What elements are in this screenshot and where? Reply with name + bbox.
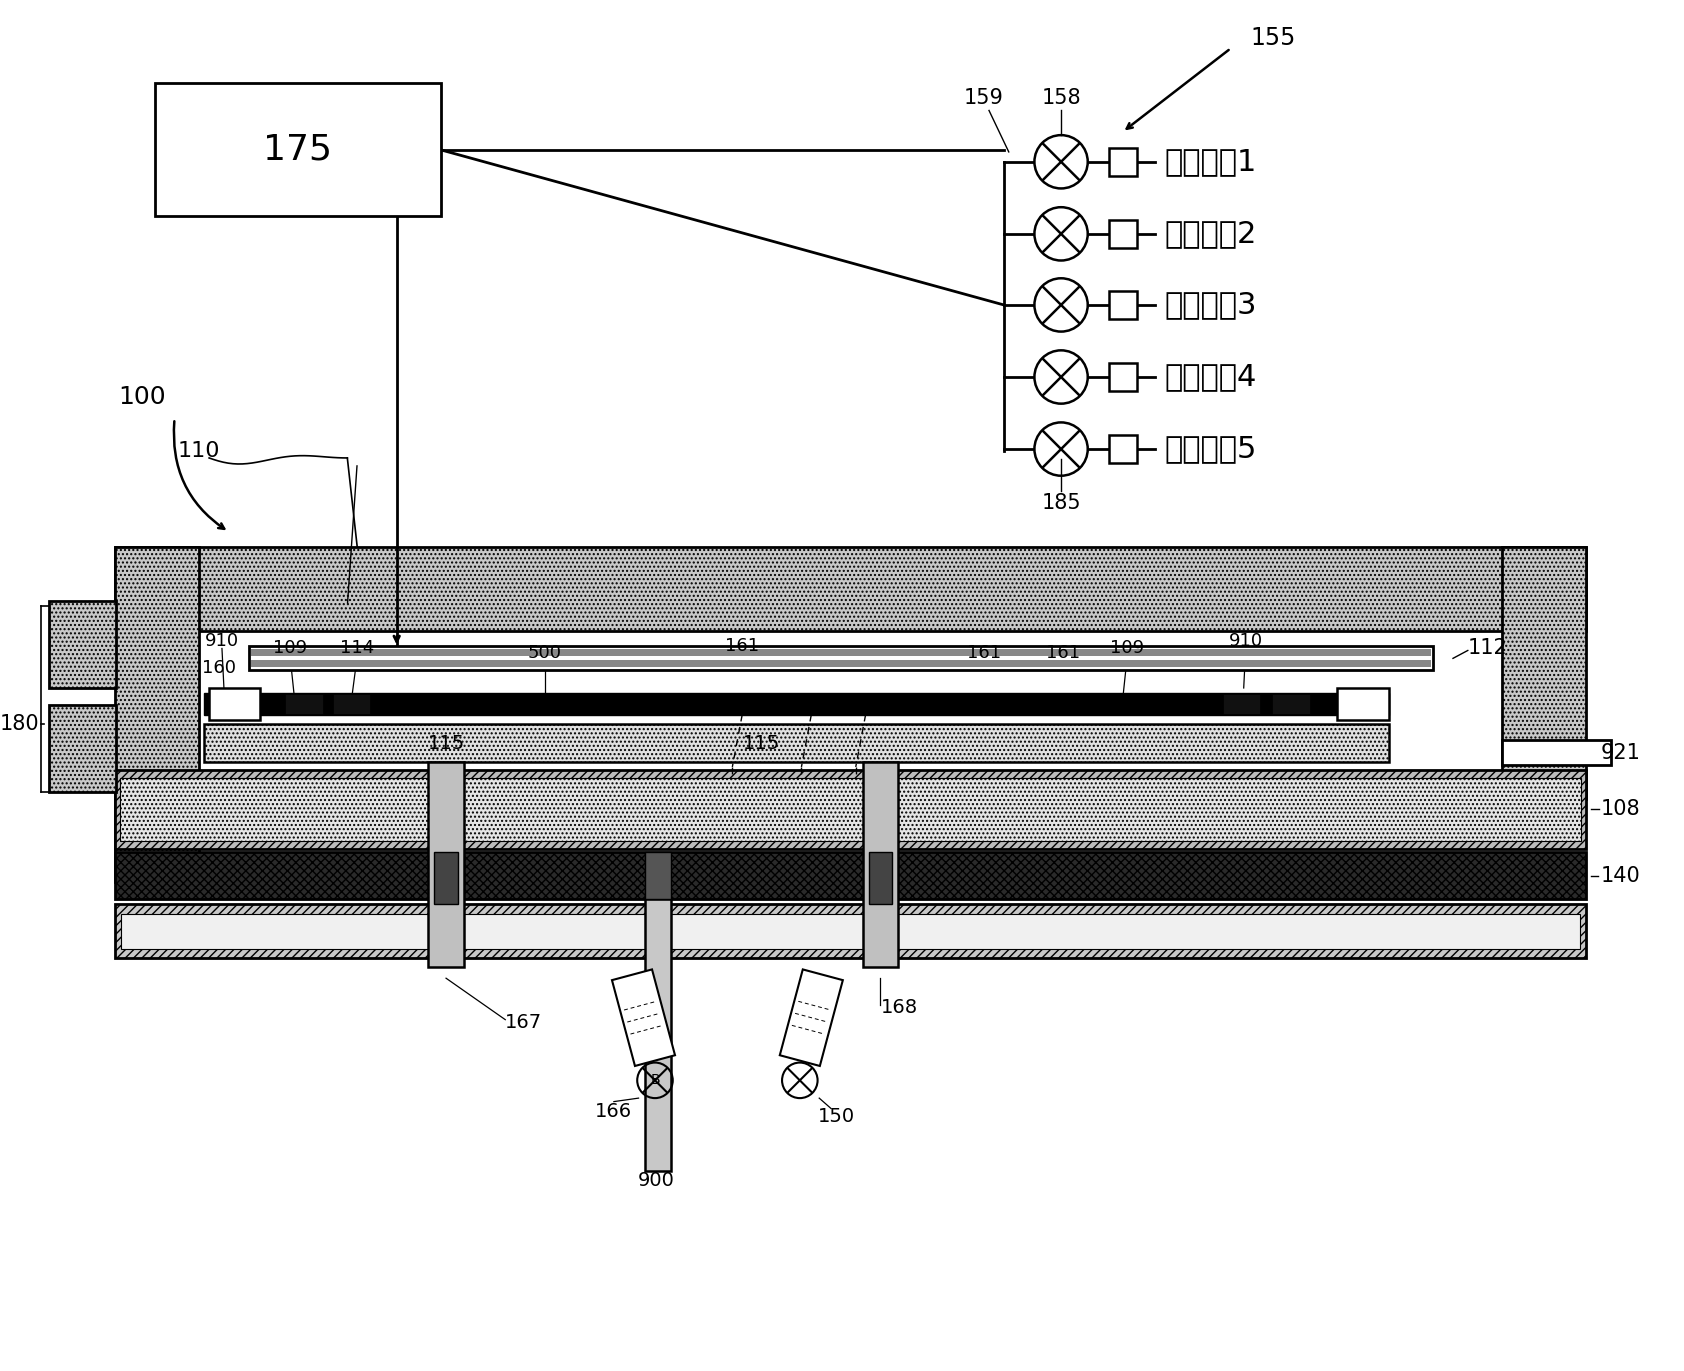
Bar bbox=[645, 899, 672, 1171]
Text: 115: 115 bbox=[743, 733, 781, 753]
Text: 161: 161 bbox=[1046, 644, 1079, 662]
Text: 109: 109 bbox=[273, 639, 306, 658]
Text: 900: 900 bbox=[638, 1171, 675, 1190]
Text: 160: 160 bbox=[202, 659, 236, 677]
Text: 140: 140 bbox=[1601, 865, 1640, 886]
Bar bbox=[155, 82, 441, 217]
Bar bbox=[645, 851, 672, 899]
Bar bbox=[1273, 694, 1310, 714]
Text: 工艺气体1: 工艺气体1 bbox=[1165, 147, 1258, 177]
Text: 112: 112 bbox=[1468, 639, 1507, 658]
Bar bbox=[332, 694, 370, 714]
Text: 500: 500 bbox=[527, 644, 562, 662]
Text: 910: 910 bbox=[205, 632, 239, 650]
Bar bbox=[49, 600, 116, 688]
Bar bbox=[115, 547, 1586, 631]
Bar bbox=[869, 851, 893, 903]
Bar bbox=[251, 661, 1431, 668]
Bar bbox=[285, 694, 323, 714]
Bar bbox=[428, 762, 463, 968]
Bar bbox=[204, 724, 1389, 762]
Text: B: B bbox=[650, 1073, 660, 1087]
Bar bbox=[121, 914, 1580, 949]
Text: 110: 110 bbox=[179, 441, 221, 461]
Text: 910: 910 bbox=[1229, 632, 1263, 650]
Bar bbox=[434, 851, 458, 903]
Text: 175: 175 bbox=[263, 133, 332, 167]
Text: 161: 161 bbox=[967, 644, 1000, 662]
Bar bbox=[115, 903, 1586, 958]
Text: 100: 100 bbox=[118, 385, 165, 409]
Bar bbox=[862, 762, 898, 968]
Bar bbox=[115, 547, 199, 883]
Text: 108: 108 bbox=[1601, 799, 1640, 820]
Text: 921: 921 bbox=[1601, 743, 1640, 764]
Polygon shape bbox=[611, 969, 675, 1067]
Text: 168: 168 bbox=[881, 998, 918, 1017]
Text: 166: 166 bbox=[596, 1102, 633, 1121]
Bar bbox=[1110, 291, 1137, 318]
Bar bbox=[120, 777, 1581, 840]
Text: 155: 155 bbox=[1251, 26, 1297, 51]
Text: 工艺气体5: 工艺气体5 bbox=[1165, 435, 1258, 463]
Bar bbox=[115, 771, 1586, 849]
Text: 工艺气体2: 工艺气体2 bbox=[1165, 219, 1258, 248]
Text: 158: 158 bbox=[1041, 88, 1081, 107]
Text: 109: 109 bbox=[1110, 639, 1145, 658]
Bar bbox=[1110, 363, 1137, 391]
Text: 114: 114 bbox=[340, 639, 374, 658]
Text: 159: 159 bbox=[965, 88, 1004, 107]
Text: 167: 167 bbox=[505, 1013, 542, 1032]
Bar bbox=[1110, 219, 1137, 248]
Bar bbox=[1502, 740, 1612, 765]
Bar bbox=[1223, 694, 1261, 714]
Text: 150: 150 bbox=[817, 1106, 854, 1126]
Bar bbox=[115, 851, 1586, 899]
Text: 180: 180 bbox=[0, 714, 39, 735]
Polygon shape bbox=[780, 969, 842, 1067]
Bar bbox=[49, 705, 116, 791]
Text: 161: 161 bbox=[726, 636, 759, 654]
Bar bbox=[1110, 435, 1137, 463]
Bar bbox=[249, 646, 1433, 670]
Text: 185: 185 bbox=[1041, 494, 1081, 513]
Text: 工艺气体4: 工艺气体4 bbox=[1165, 362, 1258, 392]
Bar bbox=[251, 650, 1431, 657]
Bar bbox=[1337, 688, 1389, 720]
Bar bbox=[209, 688, 261, 720]
Bar bbox=[1110, 148, 1137, 175]
Text: 115: 115 bbox=[428, 733, 465, 753]
Text: 工艺气体3: 工艺气体3 bbox=[1165, 291, 1258, 319]
Bar bbox=[204, 692, 1389, 714]
Bar bbox=[1502, 547, 1586, 798]
